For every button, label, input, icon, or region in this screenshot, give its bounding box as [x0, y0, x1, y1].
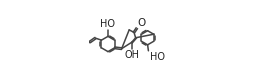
- Text: HO: HO: [150, 52, 165, 62]
- Text: HO: HO: [100, 19, 115, 29]
- Text: O: O: [137, 18, 145, 28]
- Text: OH: OH: [124, 50, 139, 60]
